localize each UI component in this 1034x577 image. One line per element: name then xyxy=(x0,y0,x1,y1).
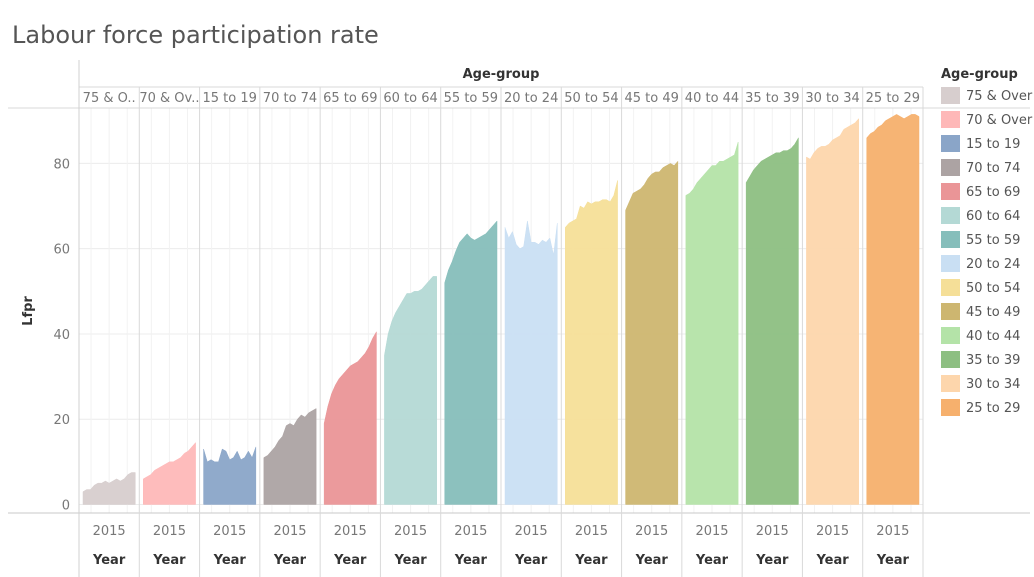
panel-header-label: 25 to 29 xyxy=(866,91,920,106)
legend-label: 75 & Over xyxy=(966,89,1033,104)
legend-label: 65 to 69 xyxy=(966,185,1020,200)
area-75-over xyxy=(82,472,136,505)
y-tick-label: 20 xyxy=(53,413,70,428)
area-20-to-24 xyxy=(504,220,558,505)
panel-header-label: 40 to 44 xyxy=(685,91,739,106)
y-tick-label: 40 xyxy=(53,328,70,343)
legend-label: 30 to 34 xyxy=(966,377,1020,392)
panel-header-label: 20 to 24 xyxy=(504,91,558,106)
legend-swatch xyxy=(941,303,960,320)
x-tick-label: 2015 xyxy=(93,524,126,539)
legend-label: 35 to 39 xyxy=(966,353,1020,368)
legend-swatch xyxy=(941,231,960,248)
y-tick-label: 0 xyxy=(62,498,70,513)
legend-swatch xyxy=(941,183,960,200)
legend-swatch xyxy=(941,375,960,392)
chart-title: Labour force participation rate xyxy=(12,21,379,49)
y-tick-label: 80 xyxy=(53,157,70,172)
legend-label: 20 to 24 xyxy=(966,257,1020,272)
legend-swatch xyxy=(941,351,960,368)
legend: 75 & Over 70 & Over 15 to 19 70 to 74 65 to … xyxy=(941,87,1033,416)
area-45-to-49 xyxy=(625,160,679,505)
x-tick-label: 2015 xyxy=(153,524,186,539)
x-axis-label: Year xyxy=(514,553,548,568)
area-25-to-29 xyxy=(866,114,920,505)
legend-swatch xyxy=(941,159,960,176)
x-tick-label: 2015 xyxy=(876,524,909,539)
legend-swatch xyxy=(941,255,960,272)
x-tick-label: 2015 xyxy=(635,524,668,539)
x-axis-label: Year xyxy=(393,553,427,568)
legend-swatch xyxy=(941,399,960,416)
panel-header-label: 70 to 74 xyxy=(263,91,317,106)
x-axis-label: Year xyxy=(273,553,307,568)
x-tick-label: 2015 xyxy=(394,524,427,539)
x-axis-label: Year xyxy=(92,553,126,568)
panel-header-label: 15 to 19 xyxy=(203,91,257,106)
panel-header-label: 55 to 59 xyxy=(444,91,498,106)
legend-label: 70 & Over xyxy=(966,113,1033,128)
x-tick-label: 2015 xyxy=(454,524,487,539)
legend-label: 45 to 49 xyxy=(966,305,1020,320)
area-15-to-19 xyxy=(203,446,257,505)
legend-swatch xyxy=(941,207,960,224)
area-60-to-64 xyxy=(384,276,437,505)
area-40-to-44 xyxy=(685,142,739,505)
legend-swatch xyxy=(941,111,960,128)
legend-swatch xyxy=(941,327,960,344)
legend-title: Age-group xyxy=(941,67,1018,82)
legend-label: 40 to 44 xyxy=(966,329,1020,344)
panel-header-label: 30 to 34 xyxy=(805,91,859,106)
x-axis-label: Year xyxy=(333,553,367,568)
x-axis-label: Year xyxy=(213,553,247,568)
legend-swatch xyxy=(941,135,960,152)
area-35-to-39 xyxy=(745,136,799,505)
x-axis-label: Year xyxy=(815,553,849,568)
area-30-to-34 xyxy=(806,117,859,505)
legend-label: 25 to 29 xyxy=(966,401,1020,416)
y-tick-label: 60 xyxy=(53,243,70,258)
panel-header-label: 60 to 64 xyxy=(383,91,437,106)
panel-frame xyxy=(8,60,1030,577)
area-65-to-69 xyxy=(323,330,377,505)
legend-label: 50 to 54 xyxy=(966,281,1020,296)
x-tick-label: 2015 xyxy=(273,524,306,539)
legend-label: 15 to 19 xyxy=(966,137,1020,152)
y-axis-label: Lfpr xyxy=(21,296,36,326)
x-tick-label: 2015 xyxy=(213,524,246,539)
legend-label: 60 to 64 xyxy=(966,209,1020,224)
x-tick-label: 2015 xyxy=(334,524,367,539)
x-axis-label: Year xyxy=(876,553,910,568)
x-tick-label: 2015 xyxy=(575,524,608,539)
panel-header-label: 35 to 39 xyxy=(745,91,799,106)
panel-header-label: 45 to 49 xyxy=(625,91,679,106)
x-axis-label: Year xyxy=(695,553,729,568)
legend-swatch xyxy=(941,279,960,296)
x-tick-label: 2015 xyxy=(756,524,789,539)
column-header-label: Age-group xyxy=(463,67,540,82)
x-tick-label: 2015 xyxy=(515,524,548,539)
x-tick-label: 2015 xyxy=(695,524,728,539)
panel-header-label: 70 & Ov.. xyxy=(139,91,199,106)
area-55-to-59 xyxy=(444,220,498,505)
x-tick-label: 2015 xyxy=(816,524,849,539)
panel-header-label: 65 to 69 xyxy=(323,91,377,106)
legend-label: 55 to 59 xyxy=(966,233,1020,248)
area-70-to-74 xyxy=(263,408,317,505)
legend-swatch xyxy=(941,87,960,104)
panel-header-label: 75 & O.. xyxy=(83,91,136,106)
x-axis-label: Year xyxy=(574,553,608,568)
x-axis-label: Year xyxy=(635,553,669,568)
x-axis-label: Year xyxy=(152,553,186,568)
panel-header-label: 50 to 54 xyxy=(564,91,618,106)
area-50-to-54 xyxy=(565,180,618,505)
legend-label: 70 to 74 xyxy=(966,161,1020,176)
area-series-layer xyxy=(82,114,920,505)
x-axis-label: Year xyxy=(755,553,789,568)
x-axis-label: Year xyxy=(454,553,488,568)
area-70-over xyxy=(143,441,196,505)
panel-labels: 0 20 40 60 80 75 & O.. 2015 Year 70 & Ov.. 2015 Ye… xyxy=(53,91,920,568)
